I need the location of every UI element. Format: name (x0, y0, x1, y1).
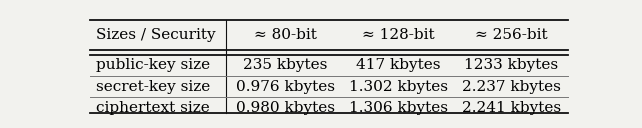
Text: ≈ 256-bit: ≈ 256-bit (475, 28, 548, 42)
Text: 0.980 kbytes: 0.980 kbytes (236, 101, 335, 115)
Text: ≈ 128-bit: ≈ 128-bit (362, 28, 435, 42)
Text: 235 kbytes: 235 kbytes (243, 58, 327, 72)
Text: Sizes / Security: Sizes / Security (96, 28, 216, 42)
Text: ≈ 80-bit: ≈ 80-bit (254, 28, 317, 42)
Text: 1.306 kbytes: 1.306 kbytes (349, 101, 448, 115)
Text: 1.302 kbytes: 1.302 kbytes (349, 80, 448, 94)
Text: 2.237 kbytes: 2.237 kbytes (462, 80, 561, 94)
Text: 417 kbytes: 417 kbytes (356, 58, 440, 72)
Text: 1233 kbytes: 1233 kbytes (464, 58, 559, 72)
Text: public-key size: public-key size (96, 58, 211, 72)
Text: ciphertext size: ciphertext size (96, 101, 210, 115)
Text: 2.241 kbytes: 2.241 kbytes (462, 101, 561, 115)
Text: 0.976 kbytes: 0.976 kbytes (236, 80, 335, 94)
Text: secret-key size: secret-key size (96, 80, 211, 94)
